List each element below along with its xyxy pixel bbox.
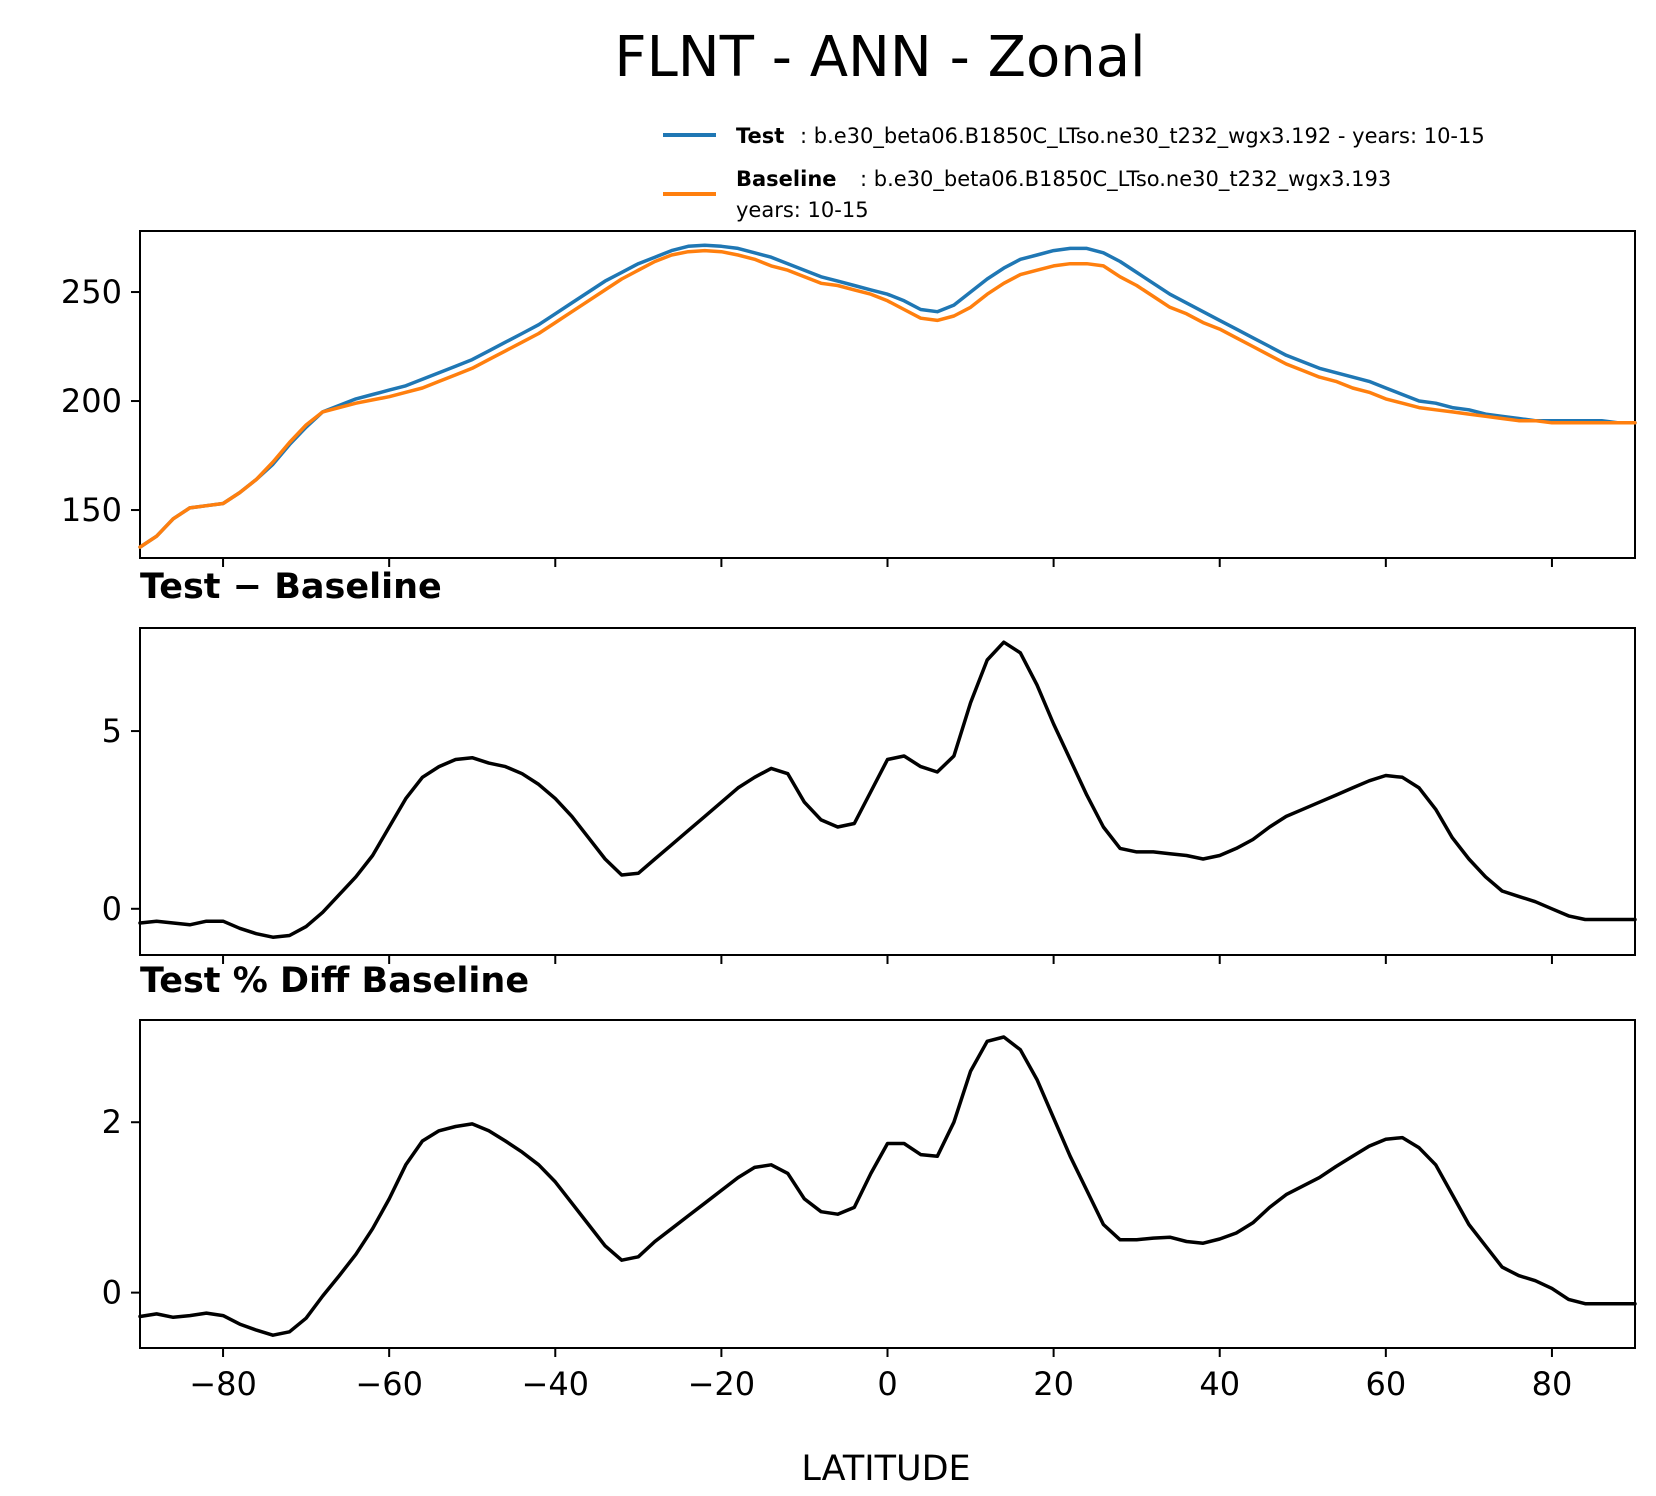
series-line-test (138, 243, 1637, 549)
y-tick-label: 250 (61, 273, 122, 311)
y-tick-label: 2 (102, 1103, 122, 1141)
x-tick-label: −20 (688, 1365, 756, 1403)
legend-test-key: Test (736, 124, 784, 148)
panel-1-frame (139, 230, 1636, 559)
y-tick-label: 150 (61, 491, 122, 529)
legend-baseline-text2: years: 10-15 (736, 198, 869, 222)
series-line-baseline (138, 248, 1637, 549)
x-tick-label: 0 (877, 1365, 897, 1403)
y-tick-label: 0 (102, 890, 122, 928)
x-axis-label: LATITUDE (801, 1449, 970, 1489)
legend: Test : b.e30_beta06.B1850C_LTso.ne30_t23… (663, 124, 1485, 222)
panel-2-title: Test − Baseline (140, 567, 442, 607)
y-tick-label: 0 (102, 1274, 122, 1312)
x-tick-label: −60 (355, 1365, 423, 1403)
panel-3-title: Test % Diff Baseline (140, 961, 529, 1001)
panel-2-frame (139, 627, 1636, 956)
x-tick-label: 80 (1532, 1365, 1573, 1403)
panel-2: 05 (102, 627, 1637, 964)
x-tick-label: 20 (1033, 1365, 1074, 1403)
panel-1: 150 200 250 (61, 230, 1637, 567)
x-tick-label: −80 (189, 1365, 257, 1403)
legend-baseline-key: Baseline (736, 167, 837, 191)
series-line-diff (138, 640, 1637, 939)
x-tick-label: −40 (522, 1365, 590, 1403)
panel-3: −80 −60 −40 −20 0 20 40 60 80 0 2 (102, 1019, 1637, 1403)
x-tick-label: 40 (1199, 1365, 1240, 1403)
y-tick-label: 200 (61, 382, 122, 420)
y-tick-label: 5 (102, 712, 122, 750)
legend-baseline-text: : b.e30_beta06.B1850C_LTso.ne30_t232_wgx… (860, 167, 1391, 192)
legend-test-text: : b.e30_beta06.B1850C_LTso.ne30_t232_wgx… (800, 124, 1485, 149)
series-line-diff (138, 1035, 1637, 1337)
x-tick-label: 60 (1365, 1365, 1406, 1403)
panel-3-frame (139, 1019, 1636, 1349)
figure-title: FLNT - ANN - Zonal (614, 25, 1145, 90)
